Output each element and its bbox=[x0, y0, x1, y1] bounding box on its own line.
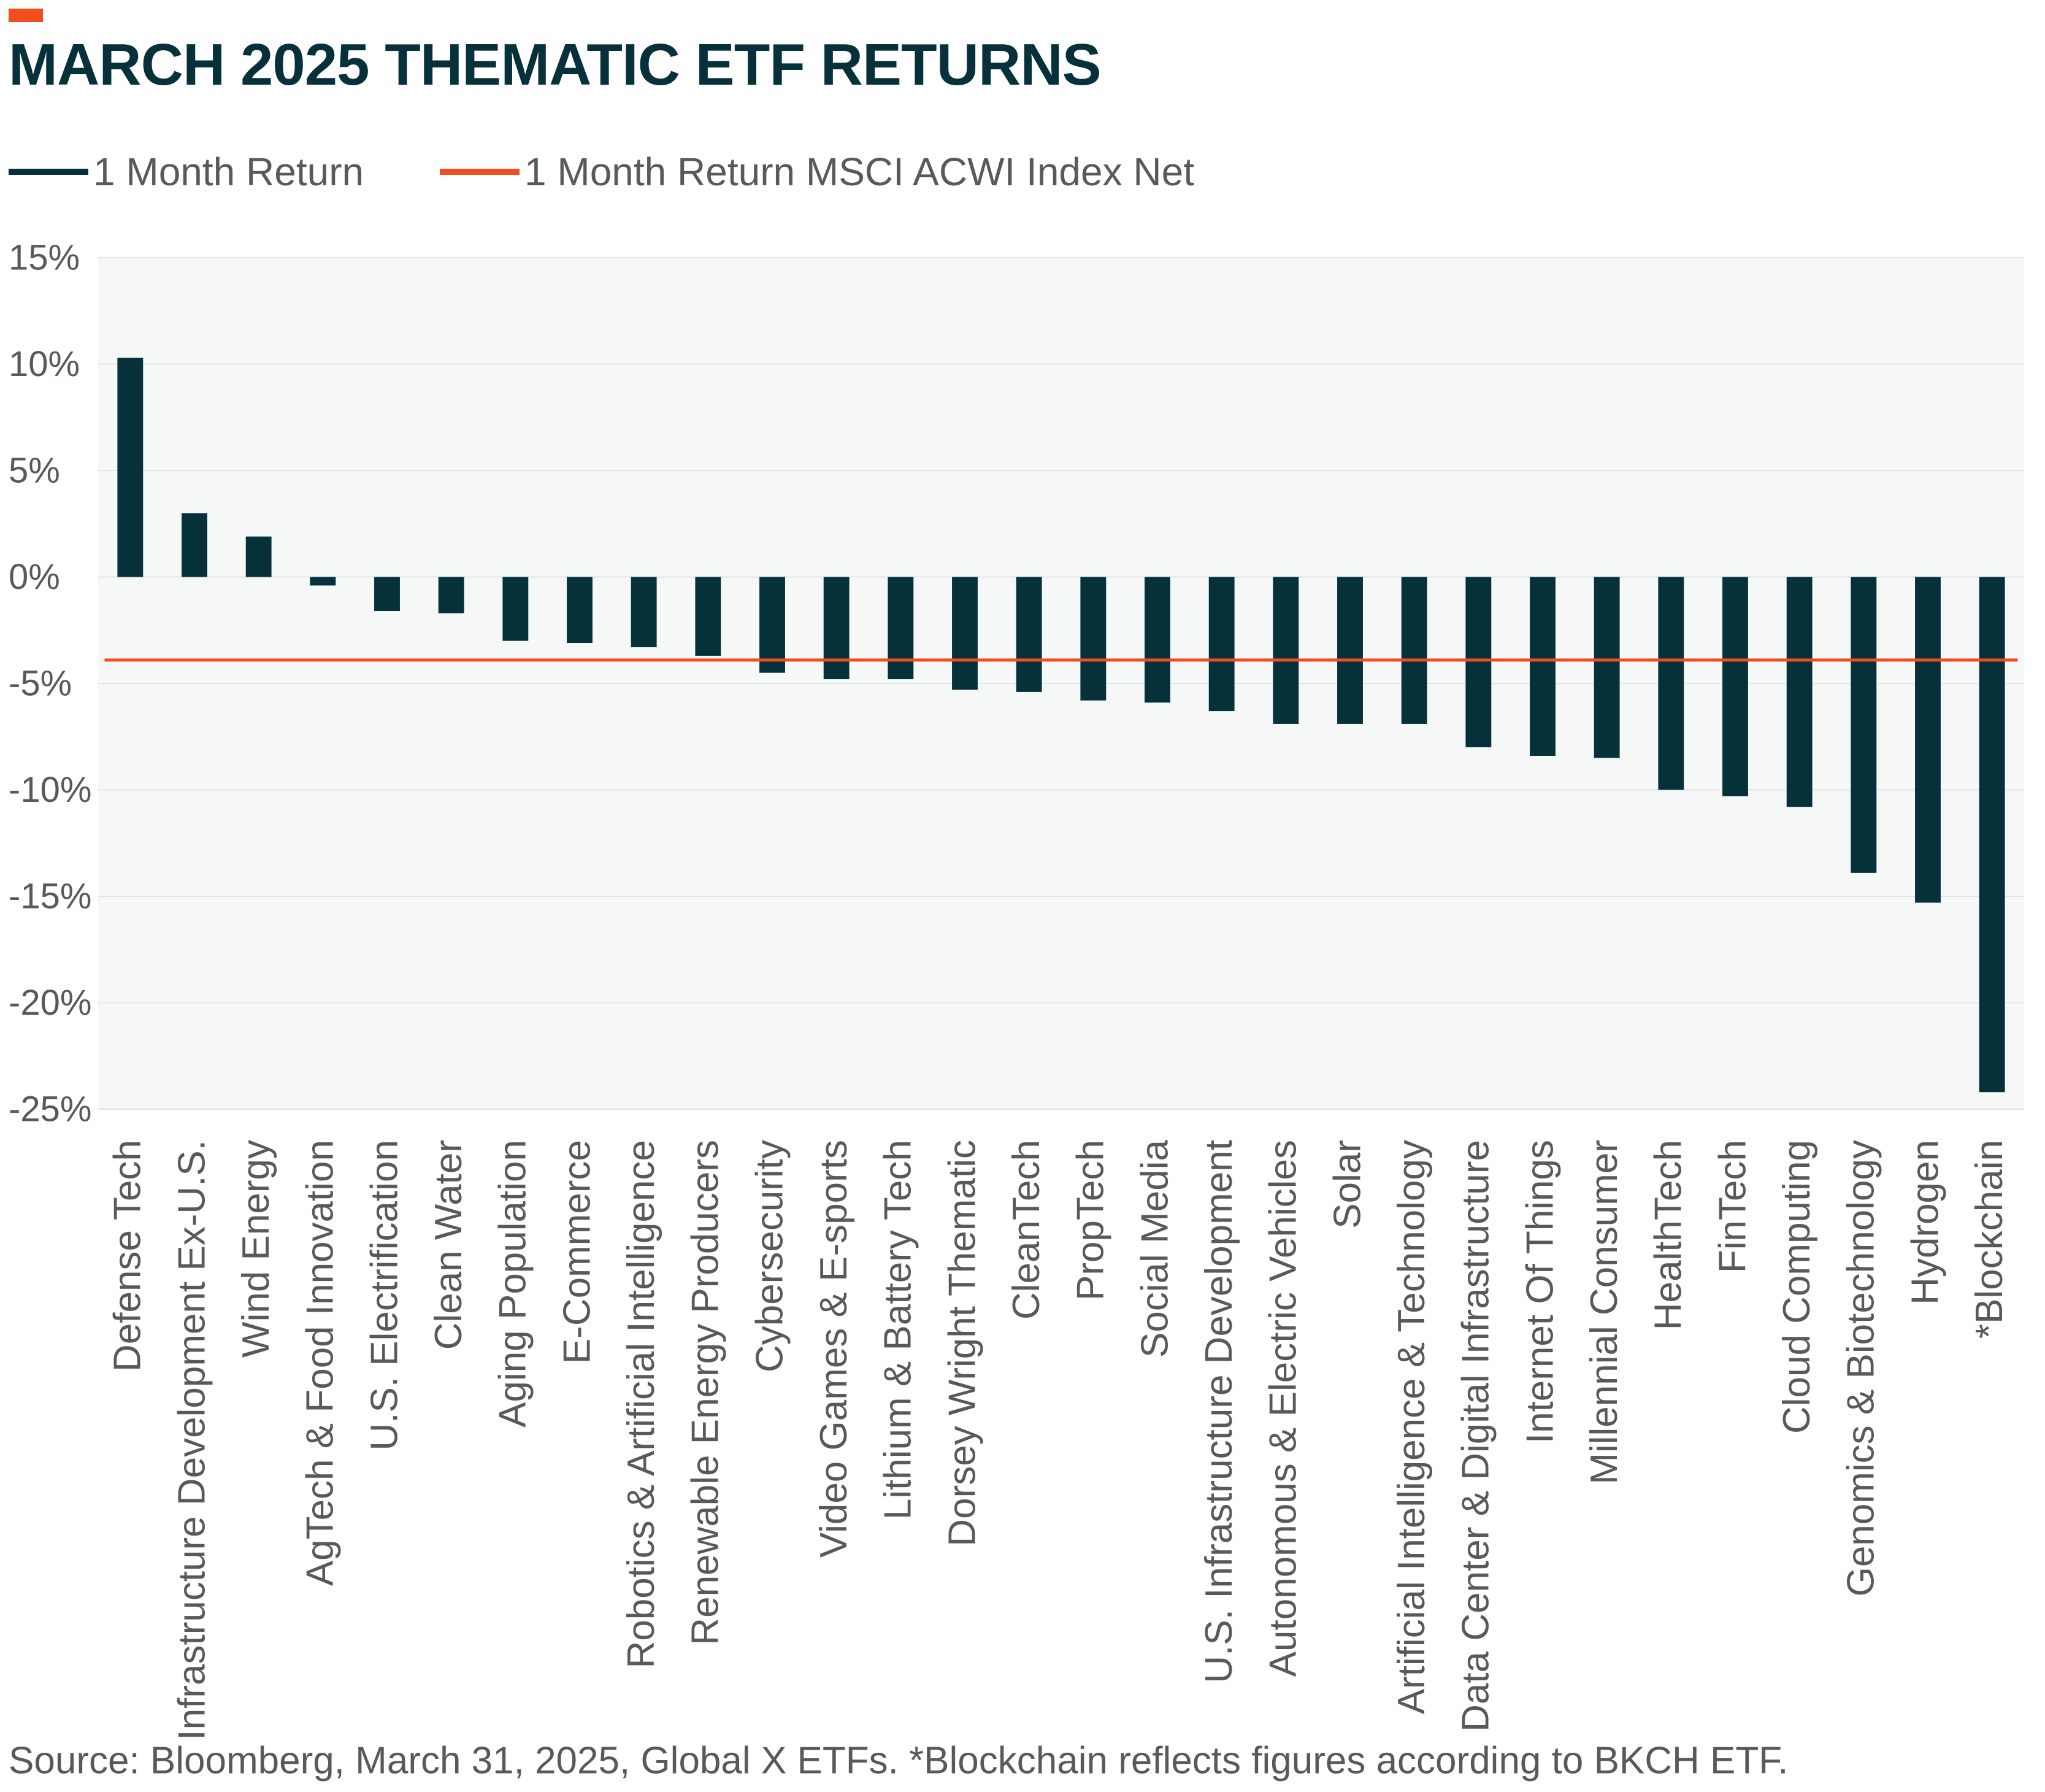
legend-label-msci-acwi: 1 Month Return MSCI ACWI Index Net bbox=[524, 150, 1194, 194]
x-tick-label: FinTech bbox=[1711, 1140, 1754, 1273]
bar bbox=[1273, 577, 1299, 724]
x-tick-label: Artificial Intelligence & Technology bbox=[1391, 1140, 1433, 1714]
x-tick-label: Defense Tech bbox=[107, 1140, 149, 1372]
x-tick-label: Internet Of Things bbox=[1519, 1140, 1561, 1444]
bar bbox=[1851, 577, 1877, 873]
bar bbox=[182, 513, 207, 577]
y-tick-label: -20% bbox=[9, 983, 91, 1023]
legend-swatch-msci-acwi bbox=[440, 169, 520, 175]
bar bbox=[1915, 577, 1941, 903]
x-tick-label: Solar bbox=[1326, 1140, 1368, 1229]
bar bbox=[374, 577, 400, 612]
bar bbox=[695, 577, 721, 656]
y-tick-label: 0% bbox=[9, 557, 60, 597]
bar bbox=[502, 577, 529, 641]
bar bbox=[438, 577, 464, 613]
x-tick-label: Data Center & Digital Infrastructure bbox=[1455, 1140, 1497, 1732]
y-tick-label: 15% bbox=[9, 237, 80, 277]
legend-label-fund-return: 1 Month Return bbox=[93, 150, 364, 194]
x-tick-label: Renewable Energy Producers bbox=[685, 1140, 727, 1645]
bar bbox=[1016, 577, 1042, 692]
bar bbox=[1979, 577, 2005, 1093]
x-tick-label: Wind Energy bbox=[235, 1140, 277, 1358]
bar bbox=[1465, 577, 1492, 748]
y-tick-label: -10% bbox=[9, 770, 91, 810]
x-tick-label: Cloud Computing bbox=[1776, 1140, 1818, 1434]
bar bbox=[631, 577, 657, 648]
source-note: Source: Bloomberg, March 31, 2025, Globa… bbox=[9, 1739, 1789, 1782]
x-tick-label: Dorsey Wright Thematic bbox=[941, 1140, 983, 1547]
bar bbox=[1786, 577, 1813, 807]
legend-item-msci-acwi: 1 Month Return MSCI ACWI Index Net bbox=[440, 147, 1194, 196]
x-tick-label: Hydrogen bbox=[1904, 1140, 1946, 1305]
bar bbox=[1337, 577, 1363, 724]
x-tick-label: U.S. Electrification bbox=[363, 1140, 405, 1451]
accent-mark bbox=[9, 9, 43, 22]
bar bbox=[1658, 577, 1684, 790]
chart-title: MARCH 2025 THEMATIC ETF RETURNS bbox=[9, 32, 1102, 98]
x-tick-label: Autonomous & Electric Vehicles bbox=[1262, 1140, 1305, 1677]
y-tick-label: 10% bbox=[9, 344, 80, 384]
bar bbox=[823, 577, 850, 680]
bar bbox=[1722, 577, 1748, 796]
y-tick-label: 5% bbox=[9, 450, 60, 490]
x-tick-label: Infrastructure Development Ex-U.S. bbox=[171, 1140, 213, 1740]
x-tick-label: Lithium & Battery Tech bbox=[877, 1140, 919, 1520]
y-tick-label: -25% bbox=[9, 1089, 91, 1129]
x-tick-label: Social Media bbox=[1134, 1139, 1176, 1357]
bar bbox=[888, 577, 914, 680]
bar bbox=[952, 577, 978, 690]
bar bbox=[1594, 577, 1620, 758]
legend-item-fund-return: 1 Month Return bbox=[9, 147, 364, 196]
x-tick-label: Robotics & Artificial Intelligence bbox=[620, 1140, 662, 1669]
bar bbox=[1080, 577, 1107, 701]
x-tick-label: Cybersecurity bbox=[748, 1140, 791, 1372]
bar bbox=[1530, 577, 1556, 756]
x-tick-label: Aging Population bbox=[492, 1140, 534, 1428]
x-tick-label: E-Commerce bbox=[556, 1140, 598, 1364]
x-tick-label: U.S. Infrastructure Development bbox=[1198, 1140, 1240, 1683]
bar bbox=[567, 577, 593, 644]
bar bbox=[759, 577, 785, 673]
x-tick-label: PropTech bbox=[1070, 1140, 1112, 1301]
x-tick-label: CleanTech bbox=[1005, 1140, 1048, 1320]
bar bbox=[1145, 577, 1170, 703]
y-tick-label: -15% bbox=[9, 876, 91, 916]
x-tick-label: Genomics & Biotechnology bbox=[1840, 1140, 1882, 1596]
bar bbox=[1401, 577, 1427, 724]
x-tick-label: HealthTech bbox=[1648, 1140, 1690, 1330]
x-tick-label: *Blockchain bbox=[1968, 1140, 2011, 1339]
bar bbox=[117, 358, 144, 577]
x-tick-label: Video Games & E-sports bbox=[813, 1140, 855, 1558]
bar bbox=[310, 577, 336, 586]
y-tick-label: -5% bbox=[9, 663, 72, 703]
x-tick-label: AgTech & Food Innovation bbox=[299, 1140, 342, 1586]
bar bbox=[245, 536, 272, 577]
legend-swatch-fund-return bbox=[9, 169, 88, 175]
bar bbox=[1208, 577, 1235, 712]
x-tick-label: Clean Water bbox=[428, 1140, 470, 1350]
x-tick-label: Millennial Consumer bbox=[1583, 1140, 1625, 1485]
